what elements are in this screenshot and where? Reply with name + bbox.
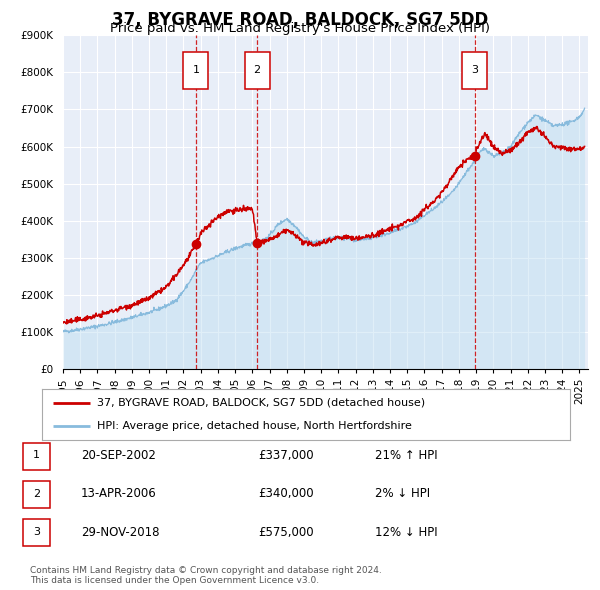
Text: 2: 2: [254, 65, 261, 76]
Text: Price paid vs. HM Land Registry's House Price Index (HPI): Price paid vs. HM Land Registry's House …: [110, 22, 490, 35]
Text: HPI: Average price, detached house, North Hertfordshire: HPI: Average price, detached house, Nort…: [97, 421, 412, 431]
Text: 1: 1: [193, 65, 199, 76]
Text: £337,000: £337,000: [258, 449, 314, 462]
Text: 37, BYGRAVE ROAD, BALDOCK, SG7 5DD: 37, BYGRAVE ROAD, BALDOCK, SG7 5DD: [112, 11, 488, 29]
Text: 13-APR-2006: 13-APR-2006: [81, 487, 157, 500]
Text: 12% ↓ HPI: 12% ↓ HPI: [375, 526, 437, 539]
Text: 3: 3: [471, 65, 478, 76]
Text: £340,000: £340,000: [258, 487, 314, 500]
FancyBboxPatch shape: [245, 52, 270, 88]
Text: 29-NOV-2018: 29-NOV-2018: [81, 526, 160, 539]
Text: 21% ↑ HPI: 21% ↑ HPI: [375, 449, 437, 462]
Text: 1: 1: [33, 451, 40, 460]
Text: Contains HM Land Registry data © Crown copyright and database right 2024.
This d: Contains HM Land Registry data © Crown c…: [30, 566, 382, 585]
Text: £575,000: £575,000: [258, 526, 314, 539]
Text: 20-SEP-2002: 20-SEP-2002: [81, 449, 156, 462]
Text: 37, BYGRAVE ROAD, BALDOCK, SG7 5DD (detached house): 37, BYGRAVE ROAD, BALDOCK, SG7 5DD (deta…: [97, 398, 425, 408]
FancyBboxPatch shape: [462, 52, 487, 88]
FancyBboxPatch shape: [183, 52, 208, 88]
Text: 3: 3: [33, 527, 40, 537]
Text: 2: 2: [33, 489, 40, 499]
Text: 2% ↓ HPI: 2% ↓ HPI: [375, 487, 430, 500]
